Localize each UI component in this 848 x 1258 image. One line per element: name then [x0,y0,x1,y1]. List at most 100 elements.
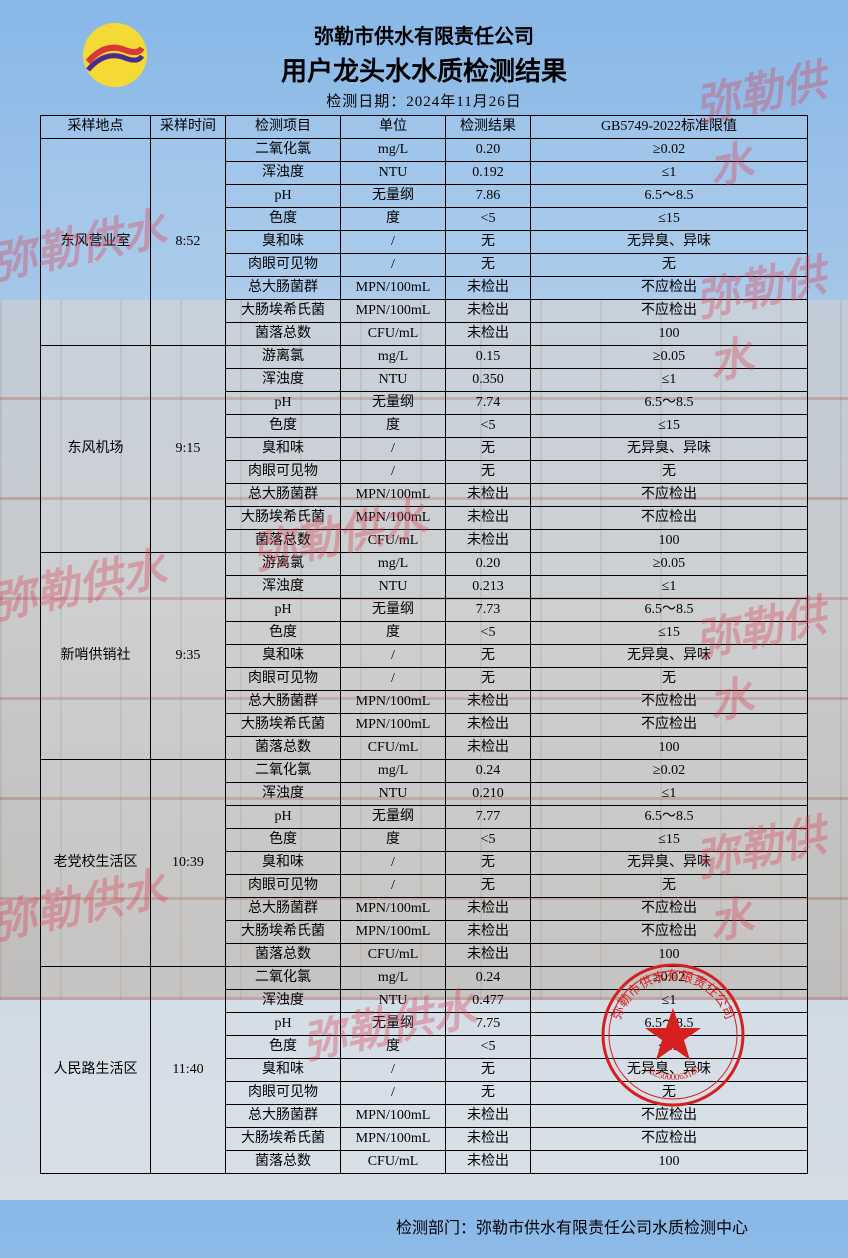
data-cell: / [341,1082,446,1105]
location-cell: 东风机场 [41,346,151,553]
data-cell: 无 [446,438,531,461]
data-cell: <5 [446,1036,531,1059]
data-cell: / [341,231,446,254]
data-cell: <5 [446,622,531,645]
data-cell: 大肠埃希氏菌 [226,300,341,323]
table-header: 检测项目 [226,116,341,139]
data-cell: 总大肠菌群 [226,898,341,921]
data-cell: pH [226,185,341,208]
data-cell: 无 [446,1082,531,1105]
data-cell: 色度 [226,622,341,645]
data-cell: 大肠埃希氏菌 [226,507,341,530]
data-cell: 总大肠菌群 [226,484,341,507]
official-seal-icon: 弥勒市供水有限责任公司 5325000063180 [598,960,748,1110]
data-cell: / [341,1059,446,1082]
data-cell: 无 [446,852,531,875]
location-cell: 东风营业室 [41,139,151,346]
table-header: GB5749-2022标准限值 [531,116,808,139]
data-cell: 不应检出 [531,921,808,944]
data-cell: 未检出 [446,1151,531,1174]
data-cell: ≥0.05 [531,346,808,369]
data-cell: ≤15 [531,208,808,231]
data-cell: 不应检出 [531,277,808,300]
data-cell: 7.73 [446,599,531,622]
data-cell: 色度 [226,1036,341,1059]
data-cell: 浑浊度 [226,990,341,1013]
data-cell: 未检出 [446,323,531,346]
data-cell: 0.210 [446,783,531,806]
data-cell: 未检出 [446,484,531,507]
data-cell: ≤1 [531,369,808,392]
data-cell: 菌落总数 [226,323,341,346]
data-cell: 菌落总数 [226,737,341,760]
data-cell: 6.5～8.5 [531,185,808,208]
data-cell: 菌落总数 [226,944,341,967]
data-cell: 度 [341,1036,446,1059]
data-cell: 浑浊度 [226,162,341,185]
location-cell: 老党校生活区 [41,760,151,967]
data-cell: 无 [531,668,808,691]
data-cell: 无 [531,875,808,898]
data-cell: 无量纲 [341,392,446,415]
data-cell: 无量纲 [341,806,446,829]
data-cell: 6.5～8.5 [531,806,808,829]
data-cell: / [341,875,446,898]
data-cell: 浑浊度 [226,783,341,806]
data-cell: 0.192 [446,162,531,185]
company-logo-icon [80,20,150,90]
location-cell: 新哨供销社 [41,553,151,760]
data-cell: 臭和味 [226,438,341,461]
data-cell: 肉眼可见物 [226,254,341,277]
data-cell: 0.350 [446,369,531,392]
data-cell: 臭和味 [226,231,341,254]
data-cell: ≤1 [531,576,808,599]
table-header: 采样时间 [151,116,226,139]
data-cell: 无 [446,668,531,691]
data-cell: MPN/100mL [341,714,446,737]
data-cell: 未检出 [446,898,531,921]
data-cell: 二氧化氯 [226,760,341,783]
data-cell: mg/L [341,553,446,576]
time-cell: 9:15 [151,346,226,553]
data-cell: 100 [531,530,808,553]
table-header: 单位 [341,116,446,139]
data-cell: 无 [531,461,808,484]
data-cell: 无 [446,1059,531,1082]
data-cell: 度 [341,829,446,852]
data-cell: / [341,852,446,875]
data-cell: 7.75 [446,1013,531,1036]
time-cell: 9:35 [151,553,226,760]
data-cell: NTU [341,162,446,185]
data-cell: 不应检出 [531,507,808,530]
data-cell: <5 [446,829,531,852]
data-cell: MPN/100mL [341,921,446,944]
data-cell: mg/L [341,139,446,162]
data-cell: ≥0.02 [531,139,808,162]
data-cell: 无量纲 [341,1013,446,1036]
data-cell: ≤1 [531,162,808,185]
data-cell: 肉眼可见物 [226,668,341,691]
data-cell: 无异臭、异味 [531,852,808,875]
data-cell: 7.77 [446,806,531,829]
data-cell: 大肠埃希氏菌 [226,1128,341,1151]
data-cell: 未检出 [446,300,531,323]
data-cell: ≥0.02 [531,760,808,783]
data-cell: NTU [341,783,446,806]
testing-department: 检测部门：弥勒市供水有限责任公司水质检测中心 [40,1214,808,1238]
data-cell: 不应检出 [531,898,808,921]
data-cell: 不应检出 [531,691,808,714]
data-cell: 无 [446,231,531,254]
location-cell: 人民路生活区 [41,967,151,1174]
data-cell: 菌落总数 [226,530,341,553]
data-cell: 0.213 [446,576,531,599]
data-cell: ≥0.05 [531,553,808,576]
data-cell: MPN/100mL [341,1105,446,1128]
data-cell: 未检出 [446,921,531,944]
data-cell: 未检出 [446,714,531,737]
data-cell: 100 [531,1151,808,1174]
data-cell: / [341,254,446,277]
time-cell: 10:39 [151,760,226,967]
data-cell: ≤1 [531,783,808,806]
table-row: 新哨供销社9:35游离氯mg/L0.20≥0.05 [41,553,808,576]
data-cell: 无量纲 [341,185,446,208]
